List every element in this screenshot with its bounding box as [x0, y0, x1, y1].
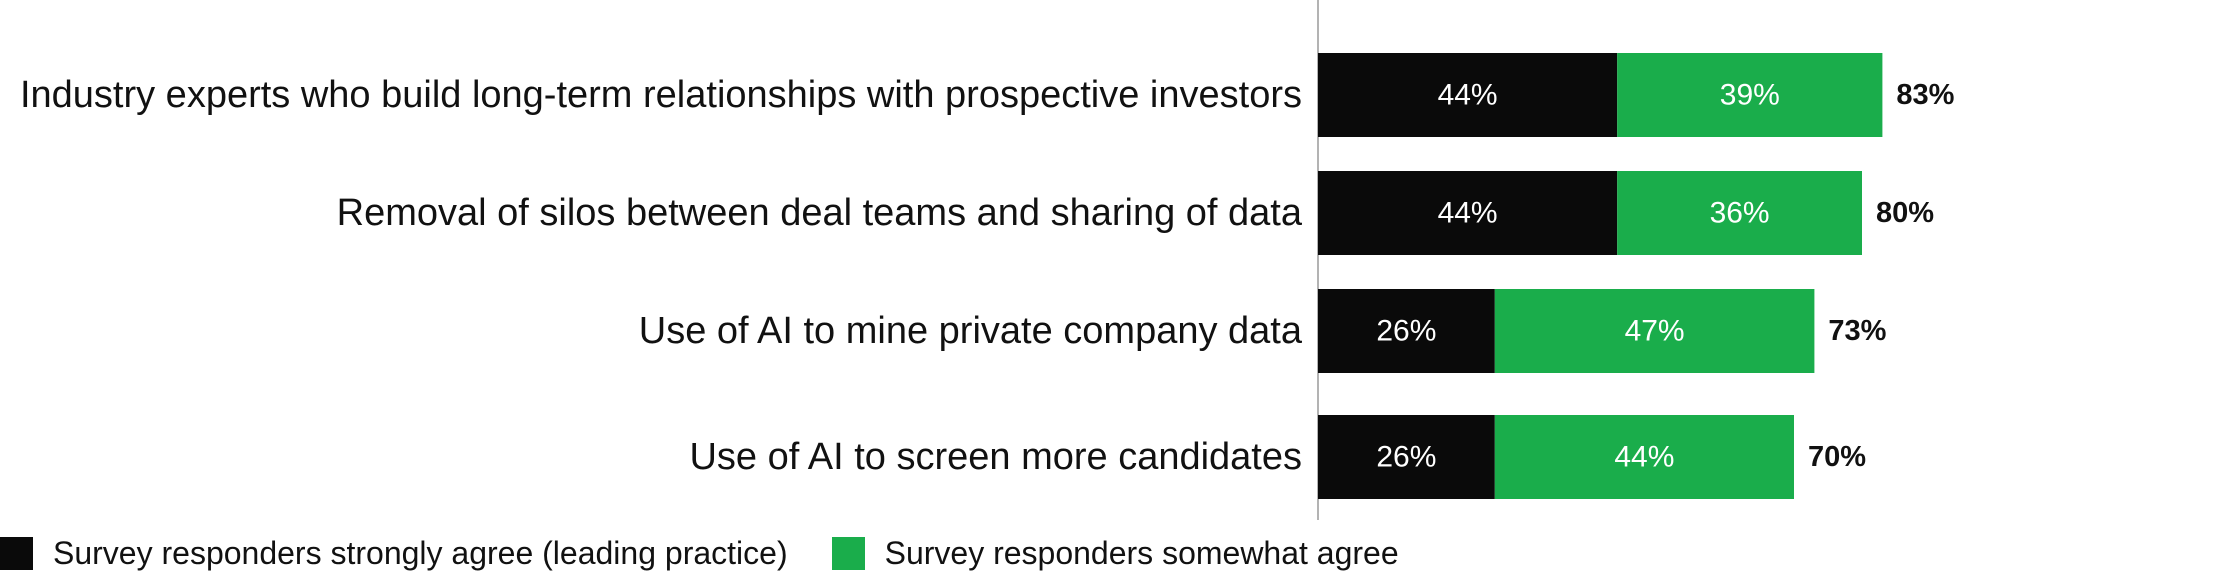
- data-label: 44%: [1438, 79, 1498, 112]
- total-label: 83%: [1896, 79, 1954, 111]
- bar-segment-strongly-agree: [1318, 53, 1618, 137]
- category-label: Use of AI to mine private company data: [639, 310, 1303, 352]
- legend-item-strongly-agree: Survey responders strongly agree (leadin…: [0, 535, 788, 572]
- category-label: Industry experts who build long-term rel…: [20, 74, 1302, 116]
- total-label: 80%: [1876, 197, 1934, 229]
- legend-label-somewhat-agree: Survey responders somewhat agree: [884, 534, 1399, 571]
- legend-item-somewhat-agree: Survey responders somewhat agree: [831, 534, 1399, 572]
- bar-segment-strongly-agree: [1318, 171, 1618, 255]
- bar-segment-strongly-agree: [1318, 289, 1495, 373]
- bar-segment-somewhat-agree: [1617, 53, 1883, 137]
- data-label: 36%: [1710, 197, 1770, 230]
- data-label: 44%: [1438, 197, 1498, 230]
- total-label: 70%: [1808, 441, 1866, 473]
- legend-swatch-somewhat-agree: [831, 536, 865, 570]
- stacked-bar-chart: Industry experts who build long-term rel…: [20, 0, 1955, 520]
- category-label: Removal of silos between deal teams and …: [337, 192, 1303, 234]
- data-label: 44%: [1614, 441, 1674, 474]
- category-label: Use of AI to screen more candidates: [689, 436, 1302, 478]
- bar-segment-strongly-agree: [1318, 415, 1495, 499]
- bar-segment-somewhat-agree: [1617, 171, 1862, 255]
- data-label: 47%: [1625, 315, 1685, 348]
- data-label: 39%: [1720, 79, 1780, 112]
- data-label: 26%: [1376, 315, 1436, 348]
- legend-label-strongly-agree: Survey responders strongly agree (leadin…: [53, 534, 788, 571]
- legend: Survey responders strongly agree (leadin…: [0, 531, 1443, 575]
- total-label: 73%: [1828, 315, 1886, 347]
- data-label: 26%: [1376, 441, 1436, 474]
- bar-segment-somewhat-agree: [1494, 415, 1794, 499]
- legend-swatch-strongly-agree: [0, 536, 33, 570]
- bar-segment-somewhat-agree: [1494, 289, 1815, 373]
